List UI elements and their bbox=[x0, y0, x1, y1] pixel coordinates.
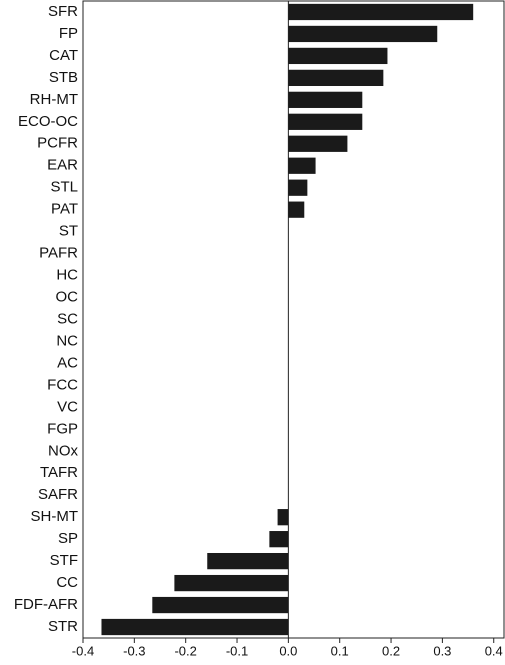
x-tick-label: -0.3 bbox=[123, 643, 145, 658]
y-tick-label: PAT bbox=[51, 201, 78, 218]
plot-frame bbox=[82, 0, 505, 639]
x-tick-label: -0.1 bbox=[226, 643, 248, 658]
y-tick-label: RH-MT bbox=[30, 91, 78, 108]
y-tick-label: ST bbox=[59, 223, 78, 240]
y-tick-label: SFR bbox=[48, 3, 78, 20]
y-tick-label: NOx bbox=[48, 442, 79, 459]
x-tick-label: 0.1 bbox=[331, 643, 349, 658]
y-tick-label: STB bbox=[49, 69, 78, 86]
y-tick-label: FGP bbox=[47, 420, 78, 437]
bar bbox=[288, 91, 363, 108]
y-tick-label: SAFR bbox=[38, 486, 78, 503]
bar bbox=[152, 596, 289, 614]
y-tick-label: HC bbox=[56, 267, 78, 284]
y-tick-label: SC bbox=[57, 310, 78, 327]
x-tick-label: 0.3 bbox=[433, 643, 451, 658]
x-tick-label: 0.2 bbox=[382, 643, 400, 658]
y-tick-label: TAFR bbox=[40, 464, 78, 481]
y-tick-label: FP bbox=[59, 25, 78, 42]
bar bbox=[101, 618, 289, 636]
bar bbox=[207, 552, 289, 570]
bar bbox=[277, 509, 289, 526]
x-tick-label: 0.0 bbox=[279, 643, 297, 658]
y-tick-label: OC bbox=[56, 289, 79, 306]
y-tick-label: ECO-OC bbox=[18, 113, 78, 130]
bar bbox=[288, 69, 384, 87]
x-tick-label: -0.4 bbox=[72, 643, 94, 658]
bar bbox=[288, 47, 388, 65]
y-tick-label: STL bbox=[50, 179, 78, 196]
y-tick-label: FDF-AFR bbox=[14, 596, 78, 613]
y-tick-label: STF bbox=[50, 552, 78, 569]
y-tick-label: PCFR bbox=[37, 135, 78, 152]
y-tick-label: SP bbox=[58, 530, 78, 547]
y-tick-label: SH-MT bbox=[31, 508, 79, 525]
y-tick-label: NC bbox=[56, 332, 78, 349]
y-tick-label: EAR bbox=[47, 157, 78, 174]
bar bbox=[288, 179, 308, 196]
bar bbox=[174, 574, 289, 592]
y-tick-label: PAFR bbox=[39, 245, 78, 262]
x-tick-label: 0.4 bbox=[485, 643, 503, 658]
y-tick-label: CAT bbox=[49, 47, 78, 64]
bar bbox=[288, 157, 316, 174]
x-tick-label: -0.2 bbox=[174, 643, 196, 658]
y-tick-label: STR bbox=[48, 618, 78, 635]
bar bbox=[288, 3, 474, 21]
y-tick-label: CC bbox=[56, 574, 78, 591]
bar bbox=[288, 135, 348, 152]
bar bbox=[288, 201, 305, 218]
y-tick-label: FCC bbox=[47, 376, 78, 393]
bar bbox=[288, 25, 438, 43]
bar bbox=[288, 113, 363, 130]
y-tick-label: VC bbox=[57, 398, 78, 415]
bar bbox=[269, 531, 289, 548]
y-tick-label: AC bbox=[57, 354, 78, 371]
